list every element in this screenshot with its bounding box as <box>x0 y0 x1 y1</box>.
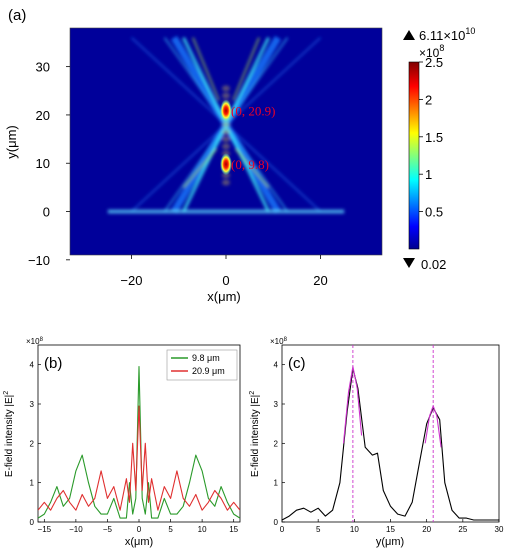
colorbar-tick-label: 0.5 <box>425 205 443 220</box>
x-tick-label-b: −10 <box>69 525 83 534</box>
colorbar: 6.11×1010 ×108 0.5 1 1.5 2 2.5 0.02 <box>403 26 475 272</box>
colorbar-tick-label: 2 <box>425 92 432 107</box>
plot-area-c <box>281 344 500 523</box>
legend-label-9-8: 9.8 μm <box>192 353 220 363</box>
field-beam-bright <box>182 148 218 189</box>
heatmap-field <box>107 35 345 214</box>
panel-label-c: (c) <box>288 355 306 372</box>
field-beam-bright <box>191 37 220 101</box>
colorbar-scale-label: ×108 <box>419 43 444 60</box>
x-tick-label-c: 30 <box>495 525 504 534</box>
colorbar-tick-label: 1 <box>425 167 432 182</box>
legend-b: 9.8 μm 20.9 μm <box>166 349 238 381</box>
x-axis-label-b: x(μm) <box>125 536 153 548</box>
colorbar-tick-label: 1.5 <box>425 130 443 145</box>
y-axis-label-a: y(μm) <box>4 125 19 158</box>
field-spot <box>222 85 230 92</box>
y-tick-label-c: 2 <box>274 439 279 448</box>
annotation-peak-lower: (0, 9.8) <box>231 157 269 172</box>
x-axis-label-a: x(μm) <box>207 289 240 304</box>
series-line-c-1 <box>342 366 363 444</box>
focal-peak <box>220 99 232 122</box>
field-beam-bright <box>234 148 270 189</box>
y-tick-label-c: 0 <box>274 518 279 527</box>
series-line-c-0 <box>282 368 499 521</box>
panel-a: −20 0 20 −10 0 10 20 30 (a) x(μm) y(μm) (0, 20.… <box>4 7 475 304</box>
series-line-c-2 <box>424 405 442 448</box>
colorbar-max-arrow-icon <box>403 30 415 40</box>
field-spot <box>222 143 230 150</box>
y-tick-label-c: 3 <box>274 400 279 409</box>
series-line-b-0 <box>38 366 240 519</box>
x-tick-label-b: 5 <box>168 525 173 534</box>
panel-c: 0 5 10 15 20 25 30 0 1 2 3 4 ×108 (c) y(μm) E-field… <box>249 337 504 548</box>
y-tick-label-c: 1 <box>274 479 279 488</box>
x-tick-label-c: 0 <box>280 525 285 534</box>
panel-label-a: (a) <box>8 7 26 24</box>
x-tick-label-b: −5 <box>103 525 113 534</box>
x-tick-label-b: 15 <box>229 525 238 534</box>
colorbar-min-label: 0.02 <box>421 257 446 272</box>
y-tick-label-a: −10 <box>28 253 50 268</box>
y-axis-label-b: E-field intensity |E|2 <box>3 391 15 477</box>
x-tick-label-a: 20 <box>313 273 327 288</box>
x-tick-label-b: 10 <box>198 525 207 534</box>
x-tick-label-a: 0 <box>222 273 229 288</box>
field-spot <box>222 179 230 186</box>
y-tick-label-b: 3 <box>30 400 35 409</box>
y-tick-label-b: 1 <box>30 479 35 488</box>
series-line-b-1 <box>38 405 240 511</box>
x-tick-label-c: 20 <box>422 525 431 534</box>
x-tick-label-c: 15 <box>386 525 395 534</box>
x-tick-label-b: 0 <box>137 525 142 534</box>
y-tick-label-a: 20 <box>36 108 50 123</box>
legend-box <box>166 349 238 381</box>
field-spot <box>222 136 230 143</box>
y-tick-label-a: 10 <box>36 156 50 171</box>
x-tick-label-b: −15 <box>38 525 52 534</box>
colorbar-min-arrow-icon <box>403 258 415 268</box>
annotation-peak-upper: (0, 20.9) <box>231 104 275 119</box>
x-tick-label-a: −20 <box>120 273 142 288</box>
y-axis-label-c: E-field intensity |E|2 <box>249 391 261 477</box>
x-tick-label-c: 25 <box>458 525 467 534</box>
field-spot <box>222 121 230 128</box>
legend-label-20-9: 20.9 μm <box>192 366 225 376</box>
y-tick-label-c: 4 <box>274 361 279 370</box>
y-tick-label-b: 4 <box>30 361 35 370</box>
focal-peak <box>220 153 232 176</box>
panel-b: −15 −10 −5 0 5 10 15 0 1 2 3 4 ×108 (b) x(μm) E-fie… <box>3 337 241 548</box>
y-tick-label-a: 30 <box>36 60 50 75</box>
field-spot <box>222 128 230 135</box>
y-tick-label-b: 0 <box>30 518 35 527</box>
colorbar-gradient <box>408 61 420 250</box>
x-tick-label-c: 10 <box>350 525 359 534</box>
multiplier-b: ×108 <box>26 337 44 346</box>
source-array <box>107 209 345 214</box>
y-tick-label-b: 2 <box>30 439 35 448</box>
field-beam-bright <box>232 37 261 101</box>
multiplier-c: ×108 <box>270 337 288 346</box>
field-spot <box>222 92 230 99</box>
colorbar-tick-label: 2.5 <box>425 55 443 70</box>
colorbar-max-label: 6.11×1010 <box>419 26 475 43</box>
x-tick-label-c: 5 <box>316 525 321 534</box>
panel-label-b: (b) <box>44 355 62 372</box>
y-tick-label-a: 0 <box>43 205 50 220</box>
x-axis-label-c: y(μm) <box>376 536 404 548</box>
